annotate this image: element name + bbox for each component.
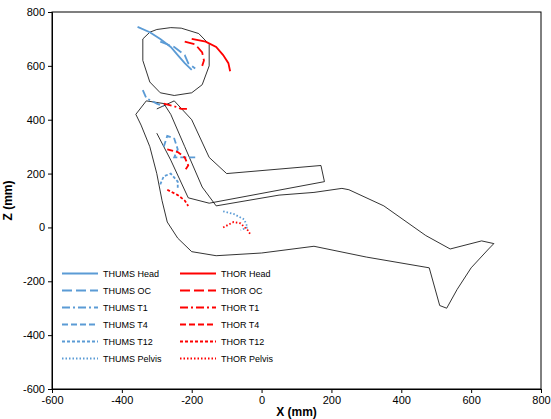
tick: 600 <box>27 60 52 72</box>
tick-label: 600 <box>462 394 480 406</box>
legend-label: THUMS Head <box>103 269 159 279</box>
x-axis: -600 -400 -200 0 200 400 600 800 <box>41 389 550 406</box>
trajectory-line <box>167 190 188 206</box>
tick-label: 400 <box>393 394 411 406</box>
y-axis-title: Z (mm) <box>1 181 15 221</box>
plot: -600 -400 -200 0 200 400 600 800 -600 -400 -200 0 20… <box>23 6 551 406</box>
legend-label: THUMS T4 <box>103 320 148 330</box>
tick-mark <box>401 389 402 393</box>
marks <box>136 27 494 308</box>
tick-mark <box>48 120 52 121</box>
legend-swatch <box>180 341 216 343</box>
legend-swatch <box>62 324 98 326</box>
tick: -200 <box>23 275 52 287</box>
body-outline <box>136 101 494 308</box>
tick-mark <box>48 66 52 67</box>
trajectory-line <box>160 174 177 190</box>
legend-swatch <box>180 290 216 292</box>
tick-label: 0 <box>39 221 45 233</box>
trajectory-line <box>192 39 230 71</box>
tick: -400 <box>111 389 133 406</box>
tick: 0 <box>259 389 265 406</box>
legend-label: THOR T1 <box>221 303 259 313</box>
legend-label: THUMS Pelvis <box>103 354 162 364</box>
tick-label: 600 <box>27 60 45 72</box>
legend-swatch <box>62 341 98 343</box>
tick-mark <box>541 389 542 393</box>
tick-mark <box>331 389 332 393</box>
legend-label: THOR T12 <box>221 337 264 347</box>
trajectory-line <box>138 27 192 70</box>
tick-mark <box>48 335 52 336</box>
legend-label: THUMS T1 <box>103 303 148 313</box>
tick: 200 <box>27 168 52 180</box>
tick-label: -600 <box>23 383 45 395</box>
legend-swatch <box>62 358 98 360</box>
tick-label: -400 <box>111 394 133 406</box>
legend-label: THOR T4 <box>221 320 259 330</box>
trajectory-line <box>160 42 195 69</box>
legend-label: THUMS OC <box>103 286 151 296</box>
tick-label: 0 <box>259 394 265 406</box>
plot-frame <box>52 12 541 389</box>
tick-mark <box>48 227 52 228</box>
tick-mark <box>192 389 193 393</box>
tick-label: -400 <box>23 329 45 341</box>
legend-swatch <box>180 307 216 309</box>
trajectory-line <box>143 90 164 106</box>
tick: -400 <box>23 329 52 341</box>
tick: 0 <box>39 221 52 233</box>
legend-label: THOR OC <box>221 286 263 296</box>
legend-swatch <box>62 273 98 275</box>
y-axis: -600 -400 -200 0 200 400 600 800 <box>23 6 53 395</box>
tick-label: -200 <box>181 394 203 406</box>
tick-mark <box>262 389 263 393</box>
tick-mark <box>48 12 52 13</box>
x-axis-title: X (mm) <box>276 405 317 419</box>
trajectory-line <box>185 42 204 66</box>
tick-mark <box>48 281 52 282</box>
tick: -200 <box>181 389 203 406</box>
trajectory-line <box>223 222 251 235</box>
tick-mark <box>122 389 123 393</box>
axis-line <box>53 390 542 394</box>
tick-mark <box>471 389 472 393</box>
legend: THUMS Head THOR Head THUMS OC THOR OC THUMS … <box>62 269 274 364</box>
legend-label: THUMS T12 <box>103 337 153 347</box>
tick: 600 <box>462 389 480 406</box>
legend-swatch <box>180 358 216 360</box>
tick: 400 <box>393 389 411 406</box>
tick: 200 <box>323 389 341 406</box>
tick-label: 200 <box>323 394 341 406</box>
tick: -600 <box>23 383 52 395</box>
axis-line <box>48 13 53 390</box>
tick-label: 800 <box>532 394 550 406</box>
trajectory-line <box>164 104 188 109</box>
trajectory-line <box>223 211 247 230</box>
legend-label: THOR Head <box>221 269 271 279</box>
chart: -600 -400 -200 0 200 400 600 800 -600 -400 -200 0 20… <box>0 0 551 419</box>
tick-label: -600 <box>41 394 63 406</box>
legend-label: THOR Pelvis <box>221 354 274 364</box>
legend-swatch <box>62 307 98 309</box>
tick-label: 200 <box>27 168 45 180</box>
body-outline <box>143 28 209 96</box>
tick-label: 800 <box>27 6 45 18</box>
body-outline <box>157 101 325 203</box>
tick: 800 <box>532 389 550 406</box>
tick: 400 <box>27 114 52 126</box>
tick-label: -200 <box>23 275 45 287</box>
legend-swatch <box>180 273 216 275</box>
tick-label: 400 <box>27 114 45 126</box>
legend-swatch <box>62 290 98 292</box>
tick-mark <box>48 174 52 175</box>
tick: 800 <box>27 6 52 18</box>
trajectory-line <box>167 149 188 171</box>
tick-mark <box>48 389 52 390</box>
legend-swatch <box>180 324 216 326</box>
